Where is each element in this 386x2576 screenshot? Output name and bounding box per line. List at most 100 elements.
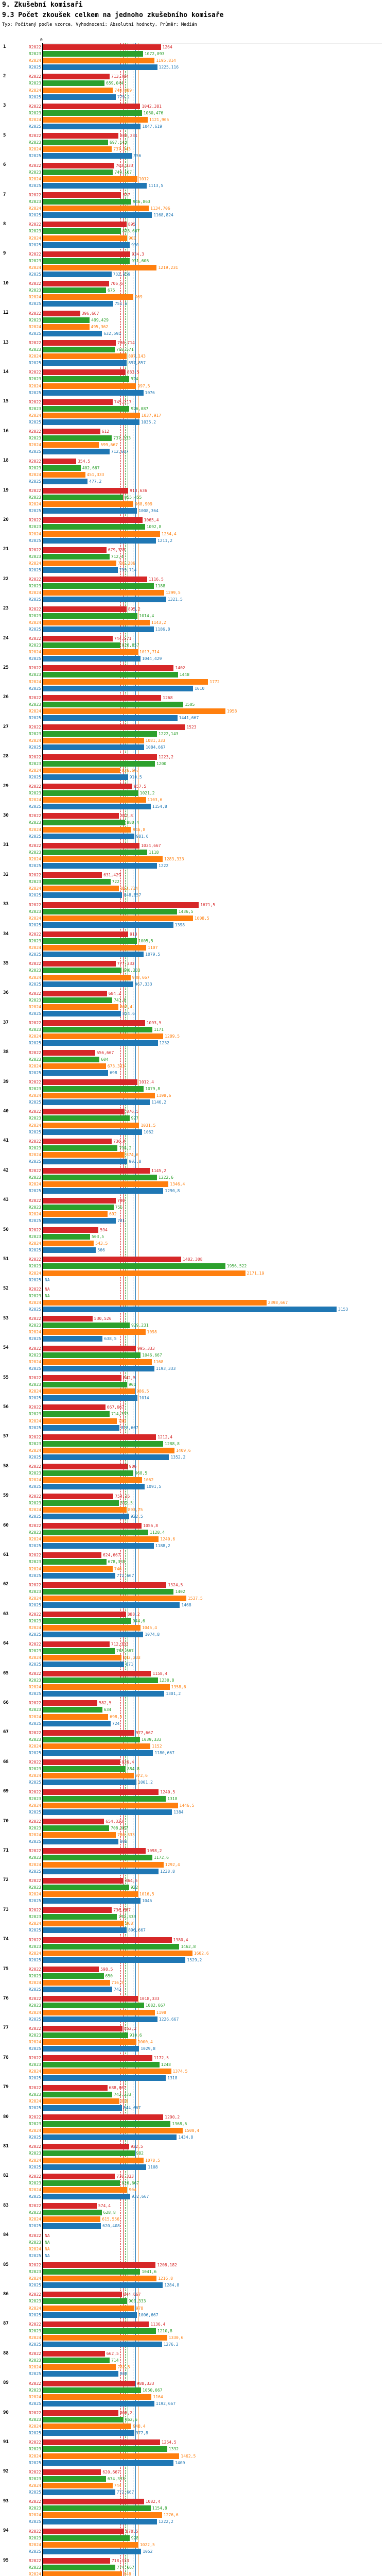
group-number: 80: [3, 2114, 9, 2120]
bar: [43, 1996, 138, 2002]
group-number: 41: [3, 1138, 9, 1144]
series-label: R2024: [28, 1743, 41, 1749]
series-label-box: R2022: [0, 192, 41, 198]
bar: [43, 938, 137, 944]
series-label: R2024: [28, 324, 41, 329]
series-label: R2023: [28, 1678, 41, 1683]
bar: [43, 1736, 140, 1742]
bar-value-label: 780: [117, 1198, 125, 1203]
series-label-box: R2025: [0, 2075, 41, 2081]
bar: [43, 2410, 118, 2416]
series-label-box: R2025: [0, 2460, 41, 2466]
group-number: 67: [3, 1730, 9, 1735]
series-label: R2023: [28, 672, 41, 677]
bar: [43, 1523, 142, 1529]
series-label: R2025: [28, 2253, 41, 2258]
series-label-box: R2022: [0, 754, 41, 760]
series-label: R2022: [28, 1819, 41, 1824]
series-label-box: R2022: [0, 1108, 41, 1115]
bar-value-label: 809,231: [120, 133, 138, 139]
bar: [43, 1099, 150, 1106]
group-number: 13: [3, 340, 9, 345]
series-label-box: R2025: [0, 94, 41, 100]
series-label: R2024: [28, 1625, 41, 1631]
series-label: R2023: [28, 1352, 41, 1358]
series-label-box: R2024: [0, 2571, 41, 2576]
bar: [43, 2460, 174, 2466]
series-label: R2022: [28, 932, 41, 937]
series-label-box: R2025: [0, 1720, 41, 1727]
bar-value-label: 812,8: [120, 814, 133, 819]
series-label: R2024: [28, 2424, 41, 2429]
bar: [43, 908, 177, 914]
series-label: R2023: [28, 643, 41, 648]
series-label: R2024: [28, 1537, 41, 1542]
bar-value-label: 2398,667: [268, 1300, 288, 1305]
series-label: R2022: [28, 2440, 41, 2445]
bar: [43, 153, 132, 159]
series-label: R2022: [28, 2174, 41, 2179]
series-label: R2024: [28, 1862, 41, 1867]
bar: [43, 1957, 186, 1963]
bar-value-label: 1212,4: [157, 1434, 173, 1439]
series-label: R2023: [28, 347, 41, 352]
bar-value-label: 1103,6: [147, 798, 163, 803]
bar: [43, 2114, 164, 2120]
group-number: 5: [3, 132, 6, 138]
series-label-box: R2025: [0, 300, 41, 307]
bar: [43, 1493, 114, 1499]
series-label-box: R2025: [0, 951, 41, 958]
bar: [43, 1434, 156, 1440]
series-label-box: R2023: [0, 258, 41, 264]
series-label: R2023: [28, 170, 41, 175]
bar: [43, 1418, 117, 1424]
series-label: R2025: [28, 597, 41, 602]
series-label-box: R2025: [0, 2489, 41, 2496]
series-label-box: R2022: [0, 1522, 41, 1529]
bar-value-label: NA: [45, 2240, 50, 2245]
bar: [43, 1536, 159, 1543]
bar-value-label: 904: [129, 2187, 136, 2192]
bar: [43, 389, 144, 396]
bar: [43, 1802, 178, 1808]
series-label-box: R2023: [0, 1766, 41, 1772]
series-label-box: R2022: [0, 1730, 41, 1736]
series-label: R2022: [28, 1967, 41, 1972]
series-label: R2025: [28, 1189, 41, 1194]
group-number: 15: [3, 399, 9, 404]
bar-value-label: 922: [130, 1885, 138, 1890]
bar: [43, 228, 121, 234]
series-label: R2022: [28, 488, 41, 493]
group-number: 35: [3, 960, 9, 966]
bar: [43, 774, 128, 780]
bar-value-label: 995,333: [137, 1346, 155, 1351]
bar: [43, 2312, 137, 2318]
bar: [43, 872, 102, 878]
series-label: R2025: [28, 2164, 41, 2170]
series-label: R2022: [28, 2233, 41, 2238]
bar-value-label: 495,362: [91, 324, 109, 329]
series-label: R2022: [28, 2204, 41, 2209]
series-label: R2023: [28, 1441, 41, 1446]
series-label: R2025: [28, 745, 41, 750]
series-label: R2025: [28, 922, 41, 927]
bar: [43, 488, 129, 494]
bar: [43, 212, 152, 218]
bar-value-label: 938,667: [132, 975, 150, 980]
bar-value-label: 1062: [144, 1129, 154, 1134]
series-label-box: R2023: [0, 1884, 41, 1891]
bar-value-label: 893,75: [128, 1507, 143, 1512]
series-label: R2025: [28, 1839, 41, 1844]
bar: [43, 2380, 135, 2386]
bar: [43, 2469, 101, 2475]
bar: [43, 2009, 155, 2015]
bar-value-label: 1384: [173, 1809, 184, 1815]
bar: [43, 1671, 151, 1676]
series-label: R2022: [28, 2499, 41, 2504]
series-label-box: R2022: [0, 1138, 41, 1145]
series-label-box: R2024: [0, 2453, 41, 2460]
bar: [43, 87, 113, 93]
bar-value-label: 1113,5: [148, 183, 164, 188]
bar: [43, 642, 120, 649]
bar: [43, 1020, 145, 1026]
